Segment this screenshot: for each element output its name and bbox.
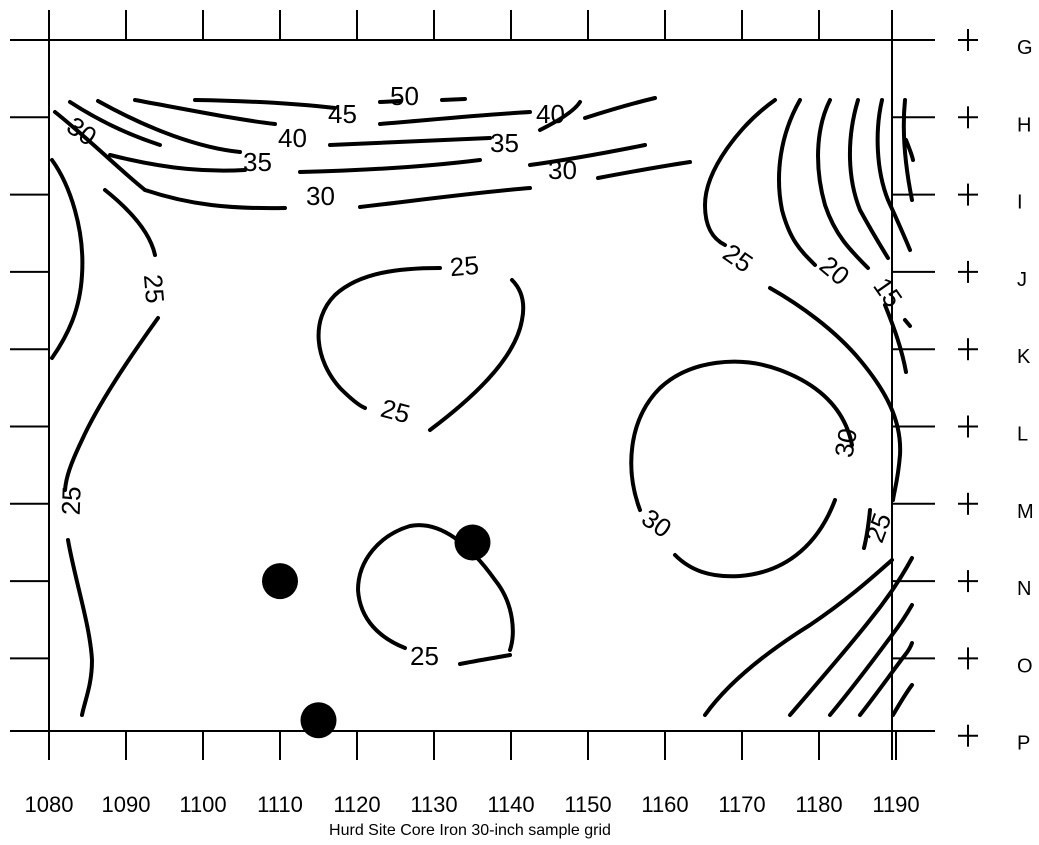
row-label: I: [1017, 192, 1023, 214]
contour-line: [328, 136, 492, 147]
contour-line: [629, 359, 854, 512]
row-label: P: [1017, 733, 1030, 755]
contour-line: [847, 98, 890, 260]
contour-line: [378, 99, 402, 104]
contour-label: 25: [410, 641, 439, 671]
contour-label: 50: [390, 81, 419, 111]
x-tick-label: 1170: [718, 792, 765, 817]
contour-line: [875, 98, 912, 252]
x-tick-label: 1150: [564, 792, 611, 817]
bottom-ticks: [48, 731, 897, 760]
contour-line: [68, 100, 162, 147]
contour-line: [703, 558, 894, 717]
contour-line: [133, 98, 277, 126]
x-tick-label: 1160: [641, 792, 688, 817]
contour-label: 15: [867, 272, 908, 313]
contour-line: [528, 143, 647, 167]
sample-point: [262, 563, 298, 600]
chart-caption: Hurd Site Core Iron 30-inch sample grid: [329, 822, 611, 839]
row-label: O: [1017, 655, 1033, 677]
contour-line: [891, 683, 914, 717]
row-label: L: [1017, 424, 1028, 446]
contour-line: [596, 160, 692, 180]
contour-label: 25: [138, 273, 170, 304]
contour-line: [777, 98, 817, 267]
x-tick-label: 1130: [410, 792, 457, 817]
contour-line: [828, 603, 914, 717]
contour-line: [428, 278, 526, 432]
contour-label: 35: [243, 147, 272, 177]
contour-label: 20: [814, 250, 855, 292]
x-tick-label: 1090: [102, 792, 151, 817]
contour-line: [193, 98, 337, 110]
top-ticks: [125, 10, 820, 40]
contour-line: [66, 538, 94, 717]
x-tick-labels: 1080 1090 1100 1110 1120 1130 1140 1150 1160 1170…: [25, 792, 920, 817]
contour-line: [458, 653, 512, 666]
x-tick-label: 1190: [872, 792, 919, 817]
sample-point: [454, 524, 491, 561]
row-label: H: [1017, 114, 1031, 136]
contour-line: [538, 100, 582, 132]
contour-line: [768, 286, 903, 502]
x-tick-label: 1100: [179, 792, 226, 817]
contour-line: [788, 556, 914, 717]
contour-line: [816, 98, 870, 270]
contour-line: [358, 186, 532, 209]
contour-line: [862, 508, 872, 550]
row-label: G: [1017, 37, 1033, 59]
contour-label: 25: [449, 250, 480, 282]
row-label: K: [1017, 346, 1031, 368]
contour-line: [298, 158, 482, 174]
contour-label: 25: [56, 486, 87, 516]
contour-line: [103, 188, 157, 257]
contour-line: [583, 96, 657, 120]
contour-lines: [50, 96, 915, 717]
row-plus-markers: [958, 29, 978, 747]
row-label: N: [1017, 578, 1031, 600]
sample-points: [262, 524, 491, 739]
x-tick-label: 1180: [795, 792, 842, 817]
contour-label: 30: [548, 155, 577, 185]
contour-line: [903, 318, 912, 328]
x-tick-label: 1140: [487, 792, 534, 817]
contour-label: 25: [378, 393, 414, 429]
row-labels: G H I J K L M N O P: [1017, 37, 1034, 755]
contour-label: 40: [536, 99, 565, 129]
x-tick-label: 1120: [333, 792, 380, 817]
contour-line: [858, 641, 914, 717]
x-tick-label: 1110: [257, 792, 303, 817]
row-label: J: [1017, 269, 1027, 291]
x-tick-label: 1080: [25, 792, 74, 817]
contour-label: 30: [636, 503, 677, 544]
sample-point: [300, 702, 337, 739]
contour-line: [356, 523, 515, 652]
contour-line: [96, 99, 242, 154]
contour-line: [316, 266, 442, 410]
contour-line: [63, 316, 160, 492]
contour-line: [378, 110, 532, 126]
contour-line: [703, 98, 777, 247]
left-ticks: [10, 116, 49, 660]
contour-label: 30: [306, 181, 335, 211]
contour-line: [673, 498, 837, 579]
contour-line: [50, 158, 85, 360]
contour-label: 40: [278, 123, 307, 153]
contour-line: [901, 98, 914, 202]
row-label: M: [1017, 501, 1034, 523]
contour-line: [143, 188, 287, 211]
contour-line: [440, 97, 467, 102]
contour-line: [883, 303, 908, 374]
contour-line: [108, 153, 247, 173]
contour-label: 45: [328, 99, 357, 129]
contour-label: 35: [490, 128, 519, 158]
contour-line: [904, 138, 915, 162]
contour-line: [53, 110, 147, 192]
contour-label: 30: [829, 426, 864, 460]
